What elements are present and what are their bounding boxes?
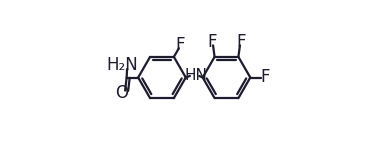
Text: H₂N: H₂N <box>106 56 138 74</box>
Text: F: F <box>176 36 185 54</box>
Text: HN: HN <box>184 69 207 83</box>
Text: F: F <box>207 33 217 51</box>
Text: F: F <box>260 69 269 86</box>
Text: O: O <box>115 84 128 102</box>
Text: F: F <box>236 33 245 51</box>
